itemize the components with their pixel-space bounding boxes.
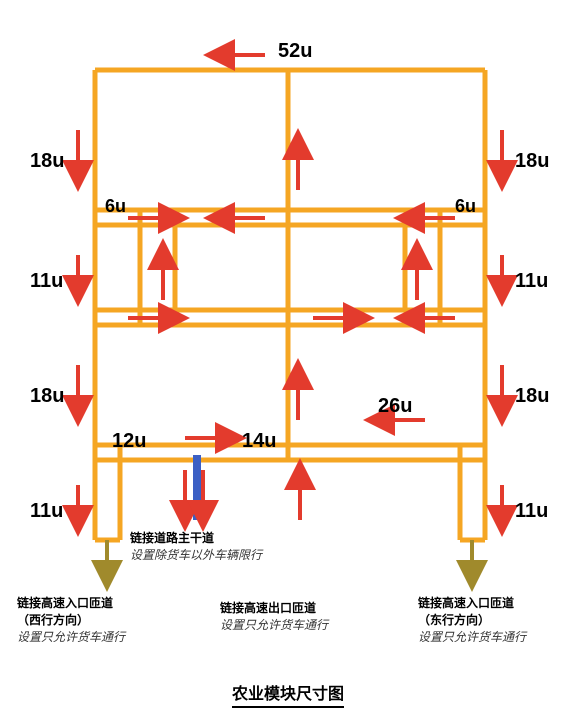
main-road-subtitle: 设置除货车以外车辆限行 [130, 547, 262, 564]
annotation-main-road: 链接道路主干道 设置除货车以外车辆限行 [130, 530, 262, 564]
diagram-caption: 农业模块尺寸图 [232, 680, 344, 708]
dimension-label: 6u [455, 196, 476, 217]
main-road-title: 链接道路主干道 [130, 530, 262, 547]
dimension-label: 11u [30, 500, 63, 523]
east-ramp-title: 链接高速入口匝道 [418, 595, 526, 612]
dimension-label: 14u [242, 430, 276, 453]
dimension-label: 12u [112, 430, 146, 453]
annotation-east-ramp: 链接高速入口匝道 （东行方向） 设置只允许货车通行 [418, 595, 526, 645]
dimension-label: 11u [515, 270, 548, 293]
exit-ramp-title: 链接高速出口匝道 [220, 600, 328, 617]
annotation-west-ramp: 链接高速入口匝道 （西行方向） 设置只允许货车通行 [17, 595, 125, 645]
dimension-label: 18u [515, 150, 549, 173]
annotation-exit-ramp: 链接高速出口匝道 设置只允许货车通行 [220, 600, 328, 634]
east-ramp-highlight: （东行方向） [418, 612, 526, 629]
west-ramp-subtitle: 设置只允许货车通行 [17, 629, 125, 646]
dimension-label: 6u [105, 196, 126, 217]
west-ramp-title: 链接高速入口匝道 [17, 595, 125, 612]
grid-lines [95, 70, 485, 540]
exit-ramp-subtitle: 设置只允许货车通行 [220, 617, 328, 634]
dimension-label: 52u [278, 40, 312, 63]
dimension-label: 11u [515, 500, 548, 523]
west-ramp-highlight: （西行方向） [17, 612, 125, 629]
dimension-label: 26u [378, 395, 412, 418]
dimension-label: 18u [30, 385, 64, 408]
east-ramp-subtitle: 设置只允许货车通行 [418, 629, 526, 646]
dimension-label: 18u [30, 150, 64, 173]
dimension-label: 18u [515, 385, 549, 408]
dimension-label: 11u [30, 270, 63, 293]
